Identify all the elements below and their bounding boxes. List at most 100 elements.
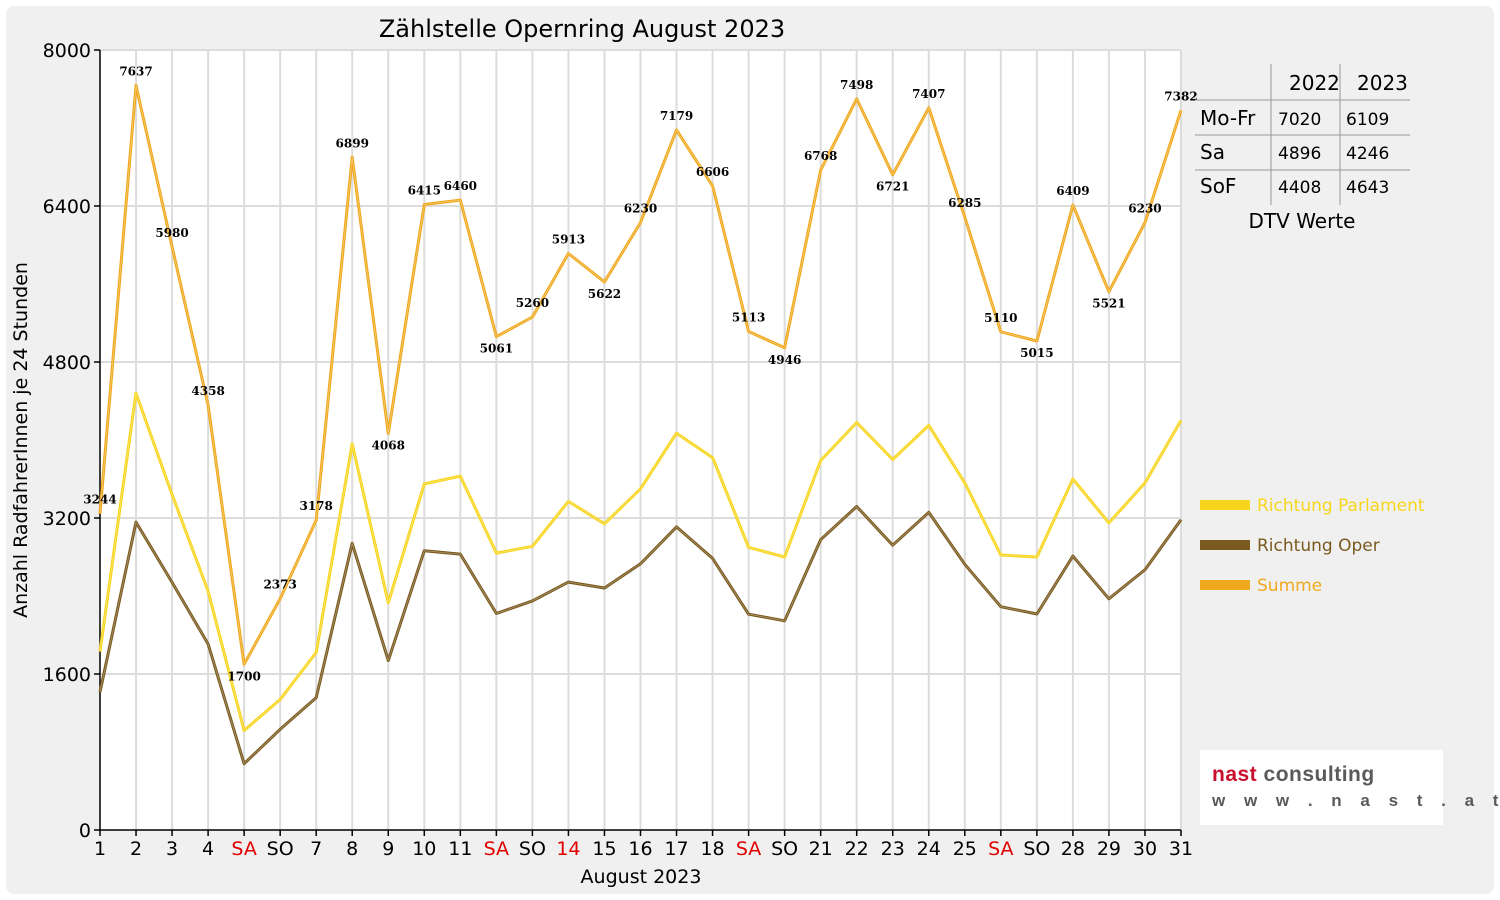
x-tick-label: 1 [94, 838, 106, 860]
x-tick-label: 15 [592, 838, 616, 860]
data-label: 5015 [1020, 346, 1053, 360]
x-tick-label: 18 [700, 838, 724, 860]
data-label: 6230 [1128, 202, 1161, 216]
data-label: 7498 [840, 78, 873, 92]
data-label: 4068 [372, 438, 405, 452]
x-tick-label: 25 [953, 838, 977, 860]
y-tick-label: 8000 [43, 40, 91, 62]
x-tick-label: 21 [809, 838, 833, 860]
table-header: 2023 [1357, 71, 1408, 95]
table-cell: 7020 [1278, 110, 1321, 130]
table-row-label: Mo-Fr [1200, 106, 1256, 130]
data-label: 5521 [1092, 297, 1125, 311]
data-label: 7637 [119, 64, 152, 78]
x-tick-label: 2 [130, 838, 142, 860]
x-tick-label: 4 [202, 838, 214, 860]
data-label: 4358 [191, 384, 224, 398]
data-label: 3178 [299, 499, 332, 513]
table-cell: 4896 [1278, 144, 1321, 164]
data-label: 4946 [768, 353, 801, 367]
data-label: 5913 [552, 232, 585, 246]
dtv-table: 2022 2023 Mo-Fr 7020 6109 Sa 4896 4246 SoF 4408 46… [1195, 64, 1410, 233]
data-label: 7179 [660, 109, 693, 123]
data-label: 6415 [408, 184, 441, 198]
legend-label-richtung-parlament: Richtung Parlament [1257, 496, 1425, 516]
table-header: 2022 [1289, 71, 1340, 95]
data-label: 5110 [984, 311, 1017, 325]
x-tick-label: SA [988, 838, 1013, 860]
series-highlight-richtung-oper [99, 506, 1182, 765]
table-cell: 4408 [1278, 178, 1321, 198]
x-tick-label: 16 [628, 838, 652, 860]
logo-url: w w w . n a s t . a t [1212, 791, 1500, 810]
data-label: 7407 [912, 87, 945, 101]
table-cell: 4643 [1346, 178, 1389, 198]
x-tick-label: SO [1023, 838, 1050, 860]
legend-label-richtung-oper: Richtung Oper [1257, 536, 1380, 556]
series-highlight-summe [99, 85, 1182, 665]
x-tick-label: SO [519, 838, 546, 860]
data-label: 2373 [263, 578, 296, 592]
x-tick-label: 10 [412, 838, 436, 860]
x-tick-label: 17 [664, 838, 688, 860]
series-line-summe [98, 83, 1183, 666]
x-axis-title: August 2023 [581, 866, 702, 888]
table-row-label: Sa [1200, 140, 1225, 164]
y-tick-label: 3200 [43, 508, 91, 530]
data-label: 5622 [588, 287, 621, 301]
legend-swatch-summe [1200, 580, 1250, 590]
data-label: 6285 [948, 196, 981, 210]
data-label: 7382 [1164, 89, 1197, 103]
x-tick-label: 23 [881, 838, 905, 860]
nast-consulting-logo: nast consulting w w w . n a s t . a t [1200, 750, 1498, 825]
data-label: 1700 [227, 669, 260, 683]
y-tick-label: 6400 [43, 196, 91, 218]
x-tick-label: 7 [310, 838, 322, 860]
data-label: 6721 [876, 180, 909, 194]
table-caption: DTV Werte [1249, 209, 1356, 233]
data-label: 6899 [336, 136, 369, 150]
data-label: 6460 [444, 179, 477, 193]
x-tick-label: 22 [845, 838, 869, 860]
x-tick-label: 31 [1169, 838, 1193, 860]
x-tick-label: SA [231, 838, 256, 860]
y-tick-labels: 0 1600 3200 4800 6400 8000 [43, 40, 100, 842]
y-tick-label: 1600 [43, 664, 91, 686]
logo-name-part1: nast [1212, 763, 1258, 786]
series-highlight-richtung-parlament [99, 392, 1182, 731]
data-label: 3244 [83, 493, 116, 507]
series-line-richtung-parlament [98, 391, 1183, 732]
data-label: 5113 [732, 310, 765, 324]
x-tick-label: 14 [556, 838, 580, 860]
data-label: 6409 [1056, 184, 1089, 198]
table-row-label: SoF [1200, 174, 1236, 198]
chart-title: Zählstelle Opernring August 2023 [379, 15, 785, 43]
y-tick-label: 0 [79, 820, 91, 842]
x-tick-label: 29 [1097, 838, 1121, 860]
x-tick-labels: 1 2 3 4 SA SO 7 8 9 10 11 SA SO 14 15 16 17 18 SA SO 21 22 23 2… [94, 830, 1193, 860]
series-lines [98, 83, 1183, 766]
legend-swatch-richtung-parlament [1200, 500, 1250, 510]
data-label: 5260 [516, 296, 549, 310]
x-tick-label: 24 [917, 838, 941, 860]
data-label: 6230 [624, 202, 657, 216]
series-line-richtung-oper [98, 505, 1183, 766]
table-cell: 4246 [1346, 144, 1389, 164]
x-tick-label: SA [736, 838, 761, 860]
legend-label-summe: Summe [1257, 576, 1322, 596]
logo-name-part2: consulting [1257, 763, 1375, 786]
x-tick-label: 28 [1061, 838, 1085, 860]
legend: Richtung Parlament Richtung Oper Summe [1200, 496, 1425, 596]
x-tick-label: SO [267, 838, 294, 860]
data-label: 6768 [804, 149, 837, 163]
gridlines [100, 49, 1182, 830]
x-tick-label: 3 [166, 838, 178, 860]
y-tick-label: 4800 [43, 352, 91, 374]
data-labels: 3244 7637 5980 4358 1700 2373 3178 6899 4068 6415… [83, 64, 1197, 683]
x-tick-label: 8 [346, 838, 358, 860]
x-tick-label: SO [771, 838, 798, 860]
x-tick-label: 9 [382, 838, 394, 860]
logo-wordmark: nast consulting [1212, 763, 1375, 787]
